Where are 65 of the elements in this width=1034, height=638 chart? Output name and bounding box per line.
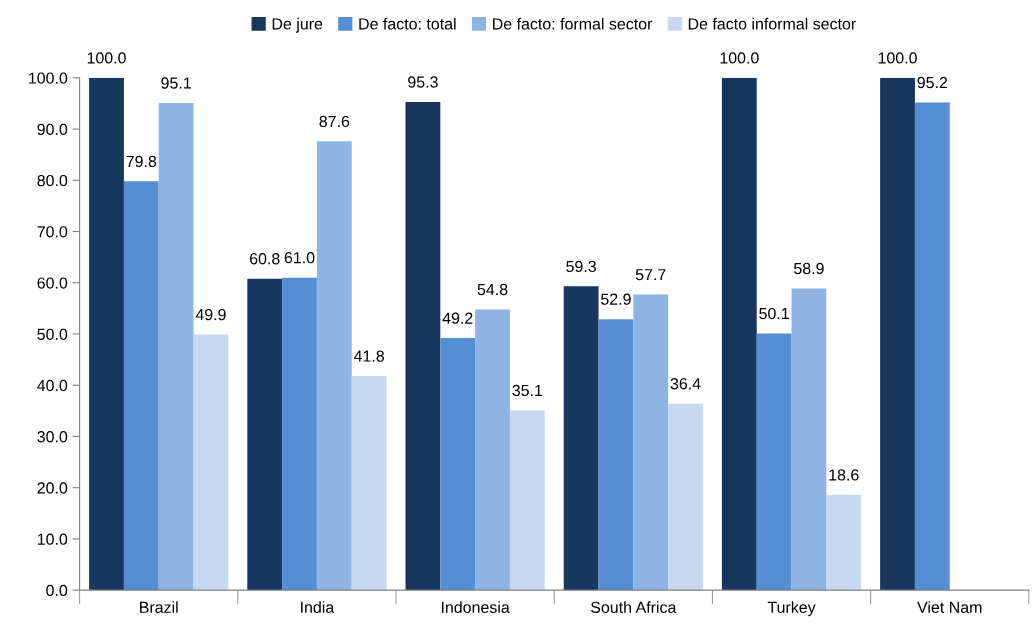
data-label: 100.0 xyxy=(878,52,917,64)
bar xyxy=(826,494,862,591)
data-label: 87.6 xyxy=(319,115,350,128)
bar xyxy=(405,101,441,591)
data-label: 36.4 xyxy=(670,378,701,390)
bar xyxy=(475,309,510,591)
bar xyxy=(668,403,703,591)
data-label: 59.3 xyxy=(566,260,596,273)
x-tick-label: India xyxy=(301,601,335,613)
bar xyxy=(282,277,317,591)
bar xyxy=(598,319,634,591)
y-tick-label: 10.0 xyxy=(37,533,68,545)
legend-label: De jure xyxy=(272,17,323,33)
bar xyxy=(89,77,124,591)
bar xyxy=(351,376,387,591)
bar xyxy=(123,181,159,591)
x-tick-label: Viet Nam xyxy=(917,601,982,613)
legend-label: De facto informal sector xyxy=(688,17,856,30)
bar xyxy=(880,77,915,591)
bar xyxy=(247,278,283,591)
legend-label: De facto: formal sector xyxy=(493,17,653,30)
bar xyxy=(914,102,950,591)
data-label: 58.9 xyxy=(794,262,824,275)
y-tick-label: 30.0 xyxy=(37,431,68,443)
bar xyxy=(158,102,194,591)
data-label: 61.0 xyxy=(284,252,315,264)
x-tick-label: Turkey xyxy=(767,601,816,617)
bar xyxy=(563,286,599,591)
data-label: 100.0 xyxy=(87,52,126,64)
bar xyxy=(791,288,827,591)
data-label: 18.6 xyxy=(829,469,859,481)
data-label: 50.1 xyxy=(759,307,789,320)
y-tick-label: 20.0 xyxy=(37,482,68,494)
data-label: 60.8 xyxy=(249,253,280,265)
data-label: 100.0 xyxy=(720,52,759,64)
y-tick-label: 50.0 xyxy=(37,328,68,340)
data-label: 95.2 xyxy=(917,76,948,89)
data-label: 54.8 xyxy=(477,283,508,296)
y-tick-label: 90.0 xyxy=(37,123,68,136)
data-label: 95.1 xyxy=(161,77,191,89)
data-label: 79.8 xyxy=(126,155,157,168)
bar xyxy=(721,77,757,591)
x-tick-label: Brazil xyxy=(140,601,178,613)
bar xyxy=(756,333,792,591)
bar xyxy=(440,338,476,591)
data-label: 41.8 xyxy=(353,350,384,362)
bar xyxy=(633,294,669,591)
bar xyxy=(509,410,545,591)
bar xyxy=(316,141,352,591)
data-label: 49.2 xyxy=(442,312,473,324)
data-label: 49.9 xyxy=(195,308,226,321)
y-tick-label: 40.0 xyxy=(37,379,68,392)
data-label: 57.7 xyxy=(635,269,666,281)
data-label: 52.9 xyxy=(601,293,631,305)
legend-label: De facto: total xyxy=(359,17,456,30)
x-tick-label: Indonesia xyxy=(441,601,510,613)
data-label: 95.3 xyxy=(408,76,438,88)
y-tick-label: 60.0 xyxy=(37,277,68,289)
x-tick-label: South Africa xyxy=(590,601,677,613)
y-tick-label: 0.0 xyxy=(46,584,68,597)
y-tick-label: 70.0 xyxy=(37,226,68,238)
y-tick-label: 80.0 xyxy=(37,174,68,187)
bar xyxy=(193,334,229,591)
y-tick-label: 100.0 xyxy=(29,72,68,84)
data-label: 35.1 xyxy=(512,384,543,397)
